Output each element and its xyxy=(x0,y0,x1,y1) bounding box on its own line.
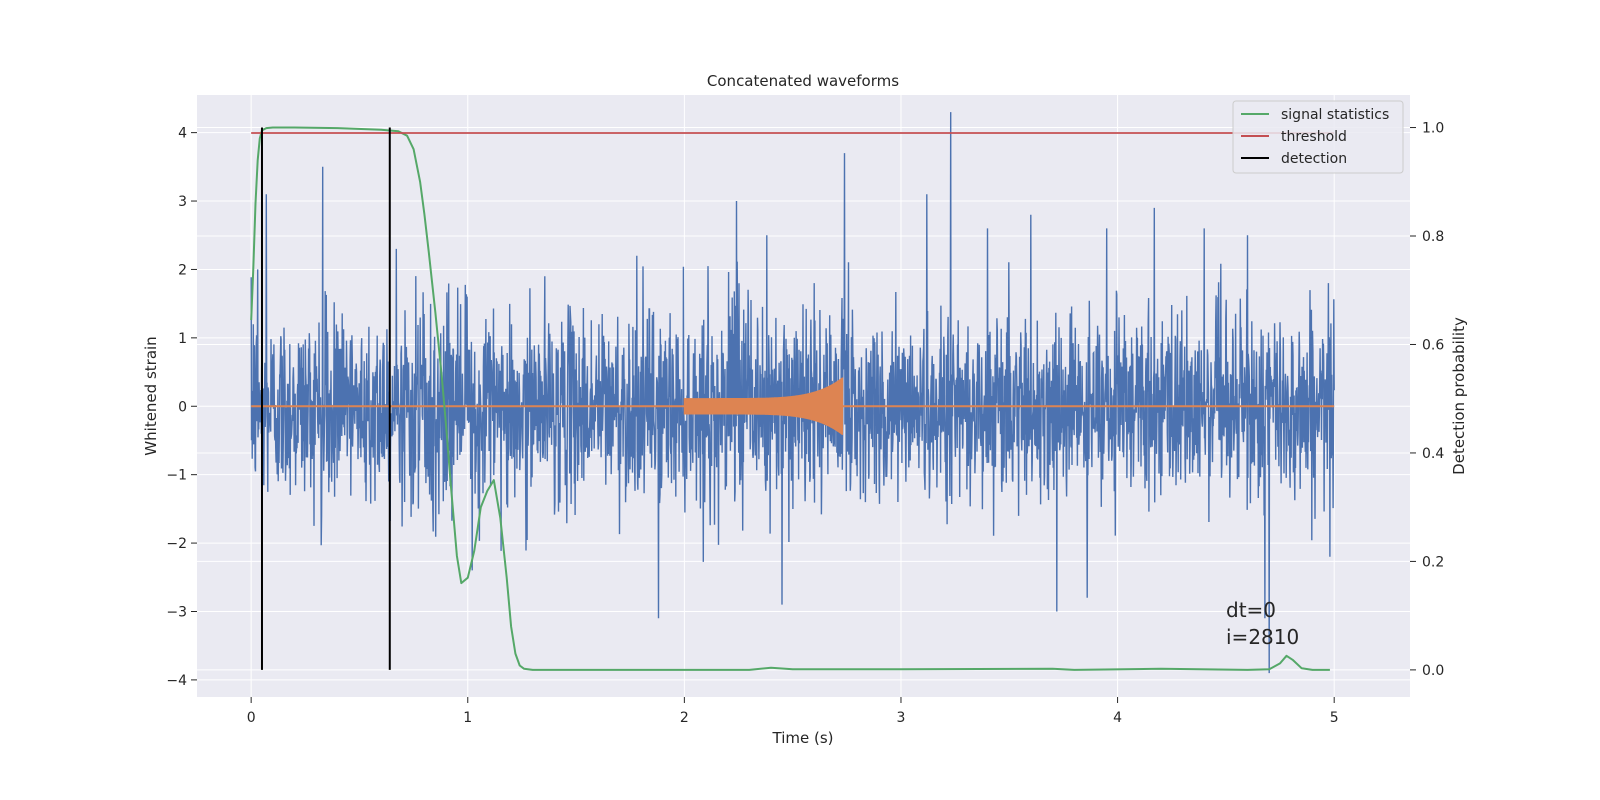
bottom-tick-label: 4 xyxy=(1113,710,1122,726)
x-axis-label: Time (s) xyxy=(772,729,834,747)
left-tick-label: 4 xyxy=(178,126,187,142)
injected-waveform-series xyxy=(251,377,1335,435)
left-tick-label: −4 xyxy=(166,673,187,689)
injection-chirp-line xyxy=(683,377,844,435)
right-tick-label: 0.0 xyxy=(1422,663,1444,679)
left-tick-label: −2 xyxy=(166,536,187,552)
right-tick-label: 0.6 xyxy=(1422,337,1444,353)
bottom-tick-label: 5 xyxy=(1330,710,1339,726)
whitened-strain-series xyxy=(250,112,1335,674)
bottom-tick-label: 2 xyxy=(680,710,689,726)
left-tick-label: 1 xyxy=(178,331,187,347)
right-tick-label: 0.4 xyxy=(1422,446,1444,462)
left-tick-label: 0 xyxy=(178,399,187,415)
right-tick-label: 0.2 xyxy=(1422,554,1444,570)
legend-box xyxy=(1232,100,1404,174)
left-axis-ticks: −4 −3 −2 −1 0 1 2 3 4 xyxy=(166,126,197,689)
legend: signal statistics threshold detection xyxy=(1232,100,1404,174)
left-tick-label: −1 xyxy=(166,468,187,484)
annotation-index: i=2810 xyxy=(1226,625,1299,649)
legend-label: threshold xyxy=(1281,129,1347,145)
chart-title: Concatenated waveforms xyxy=(707,72,899,90)
y2-axis-label: Detection probability xyxy=(1450,317,1468,475)
right-axis-ticks: 0.0 0.2 0.4 0.6 0.8 1.0 xyxy=(1410,121,1444,679)
right-tick-label: 1.0 xyxy=(1422,121,1444,137)
signal-statistics-line xyxy=(250,126,1330,671)
left-tick-label: −3 xyxy=(166,604,187,620)
bottom-tick-label: 1 xyxy=(463,710,472,726)
bottom-tick-label: 3 xyxy=(897,710,906,726)
annotation-dt: dt=0 xyxy=(1226,598,1276,622)
y-axis-label: Whitened strain xyxy=(142,336,160,455)
legend-label: signal statistics xyxy=(1281,107,1389,123)
probability-series xyxy=(250,126,1335,671)
legend-label: detection xyxy=(1281,151,1347,167)
strain-line xyxy=(250,112,1335,674)
left-tick-label: 3 xyxy=(178,194,187,210)
right-tick-label: 0.8 xyxy=(1422,229,1444,245)
bottom-tick-label: 0 xyxy=(247,710,256,726)
bottom-axis-ticks: 0 1 2 3 4 5 xyxy=(247,697,1339,726)
left-tick-label: 2 xyxy=(178,262,187,278)
